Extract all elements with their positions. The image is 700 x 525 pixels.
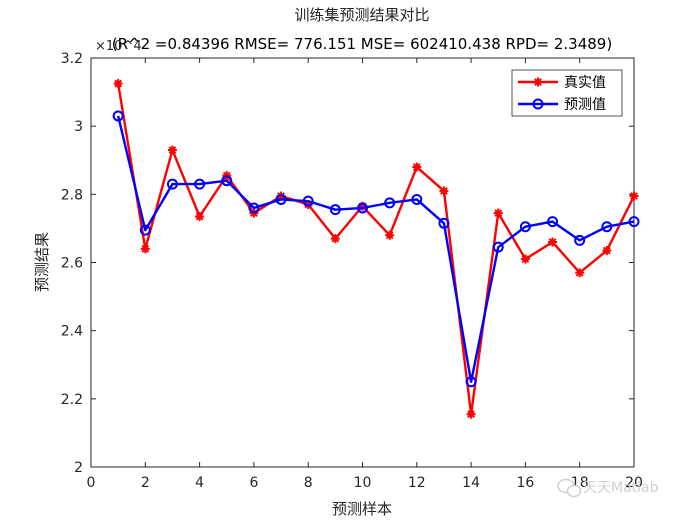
- true-value-point: [575, 268, 585, 278]
- x-tick-label: 8: [304, 475, 313, 491]
- asterisk-stroke: [440, 187, 448, 195]
- true-value-point: [548, 237, 558, 247]
- chart-subtitle: (R^2 =0.84396 RMSE= 776.151 MSE= 602410.…: [112, 35, 612, 53]
- true-value-point: [385, 230, 395, 240]
- x-tick-label: 14: [462, 475, 480, 491]
- plot-area: [90, 57, 635, 468]
- y-tick-label: 3: [74, 119, 83, 135]
- asterisk-stroke: [521, 255, 530, 263]
- legend-box: [511, 69, 623, 117]
- y-tick-label: 3.2: [61, 51, 83, 67]
- y-tick-label: 2.8: [61, 187, 83, 203]
- asterisk-stroke: [548, 238, 557, 246]
- x-tick-label: 4: [195, 475, 204, 491]
- predicted-value-point: [601, 221, 613, 233]
- asterisk-stroke: [575, 268, 584, 277]
- predicted-value-point: [547, 216, 559, 228]
- y-tick-label: 2.4: [61, 324, 83, 340]
- legend-predicted-value-marker: [532, 98, 544, 110]
- asterisk-stroke: [385, 231, 394, 240]
- asterisk-stroke: [534, 78, 542, 86]
- predicted-value-point: [112, 110, 124, 122]
- x-tick-label: 2: [141, 475, 150, 491]
- predicted-value-point: [221, 175, 233, 187]
- true-value-point: [195, 211, 205, 221]
- predicted-value-point: [628, 216, 640, 228]
- predicted-value-point: [438, 217, 450, 229]
- watermark: 天天Matlab: [557, 478, 659, 498]
- true-value-point: [629, 191, 639, 201]
- asterisk-stroke: [630, 192, 638, 200]
- predicted-value-point: [574, 234, 586, 246]
- x-axis-ticks: 0 2 4 6 8 10 12 14 16 18 20: [87, 58, 643, 491]
- asterisk-stroke: [467, 410, 475, 419]
- predicted-value-point: [275, 193, 287, 205]
- true-value-point: [520, 254, 530, 264]
- legend-true-value-marker: [533, 77, 543, 87]
- predicted-value-point: [384, 197, 396, 209]
- asterisk-stroke: [331, 234, 340, 243]
- true-value-point: [412, 162, 422, 172]
- true-value-point: [167, 145, 177, 155]
- x-tick-label: 16: [516, 475, 534, 491]
- true-value-point: [466, 409, 476, 419]
- asterisk-stroke: [114, 79, 123, 88]
- x-axis-label: 预测样本: [332, 500, 392, 518]
- predicted-value-point: [357, 202, 368, 214]
- asterisk-stroke: [602, 246, 611, 255]
- x-tick-label: 10: [354, 475, 372, 491]
- true-value-point: [602, 246, 612, 256]
- y-axis-label: 预测结果: [33, 232, 51, 292]
- asterisk-stroke: [195, 212, 204, 221]
- legend-predicted-value-label: 预测值: [564, 97, 606, 113]
- true-value-point: [493, 208, 503, 218]
- true-value-point: [439, 186, 449, 196]
- predicted-value-point: [492, 241, 504, 253]
- asterisk-stroke: [168, 146, 177, 154]
- asterisk-stroke: [412, 163, 421, 171]
- y-tick-label: 2.6: [61, 256, 83, 272]
- predicted-value-point: [139, 224, 151, 236]
- predicted-value-point: [411, 193, 423, 205]
- asterisk-stroke: [494, 209, 503, 217]
- asterisk-stroke: [277, 192, 285, 200]
- predicted-value-point: [194, 178, 206, 190]
- y-tick-label: 2.2: [61, 392, 83, 408]
- x-tick-label: 20: [625, 475, 643, 491]
- predicted-value-point: [302, 195, 314, 207]
- watermark-text: 天天Matlab: [583, 480, 659, 496]
- x-tick-label: 0: [87, 475, 96, 491]
- y-exponent-label: ×10^4: [95, 39, 142, 54]
- predicted-value-point: [166, 178, 178, 190]
- predicted-value-point: [248, 202, 260, 214]
- y-axis-ticks: 2 2.2 2.4 2.6 2.8 3 3.2: [61, 51, 634, 476]
- wechat-icon: [557, 478, 582, 498]
- true-value-point: [330, 234, 340, 244]
- predicted-value-point: [519, 221, 531, 233]
- predicted-value-point: [329, 204, 341, 216]
- x-tick-label: 12: [408, 475, 426, 491]
- asterisk-stroke: [141, 244, 150, 253]
- y-tick-label: 2: [74, 460, 83, 476]
- predicted-value-point: [465, 376, 477, 388]
- x-tick-label: 6: [249, 475, 258, 491]
- true-value-line: [116, 83, 636, 416]
- legend-true-value-label: 真实值: [564, 75, 606, 91]
- series-layer: [112, 79, 640, 419]
- true-value-point: [140, 244, 150, 254]
- chart-title: 训练集预测结果对比: [294, 6, 429, 24]
- true-value-point: [113, 79, 123, 89]
